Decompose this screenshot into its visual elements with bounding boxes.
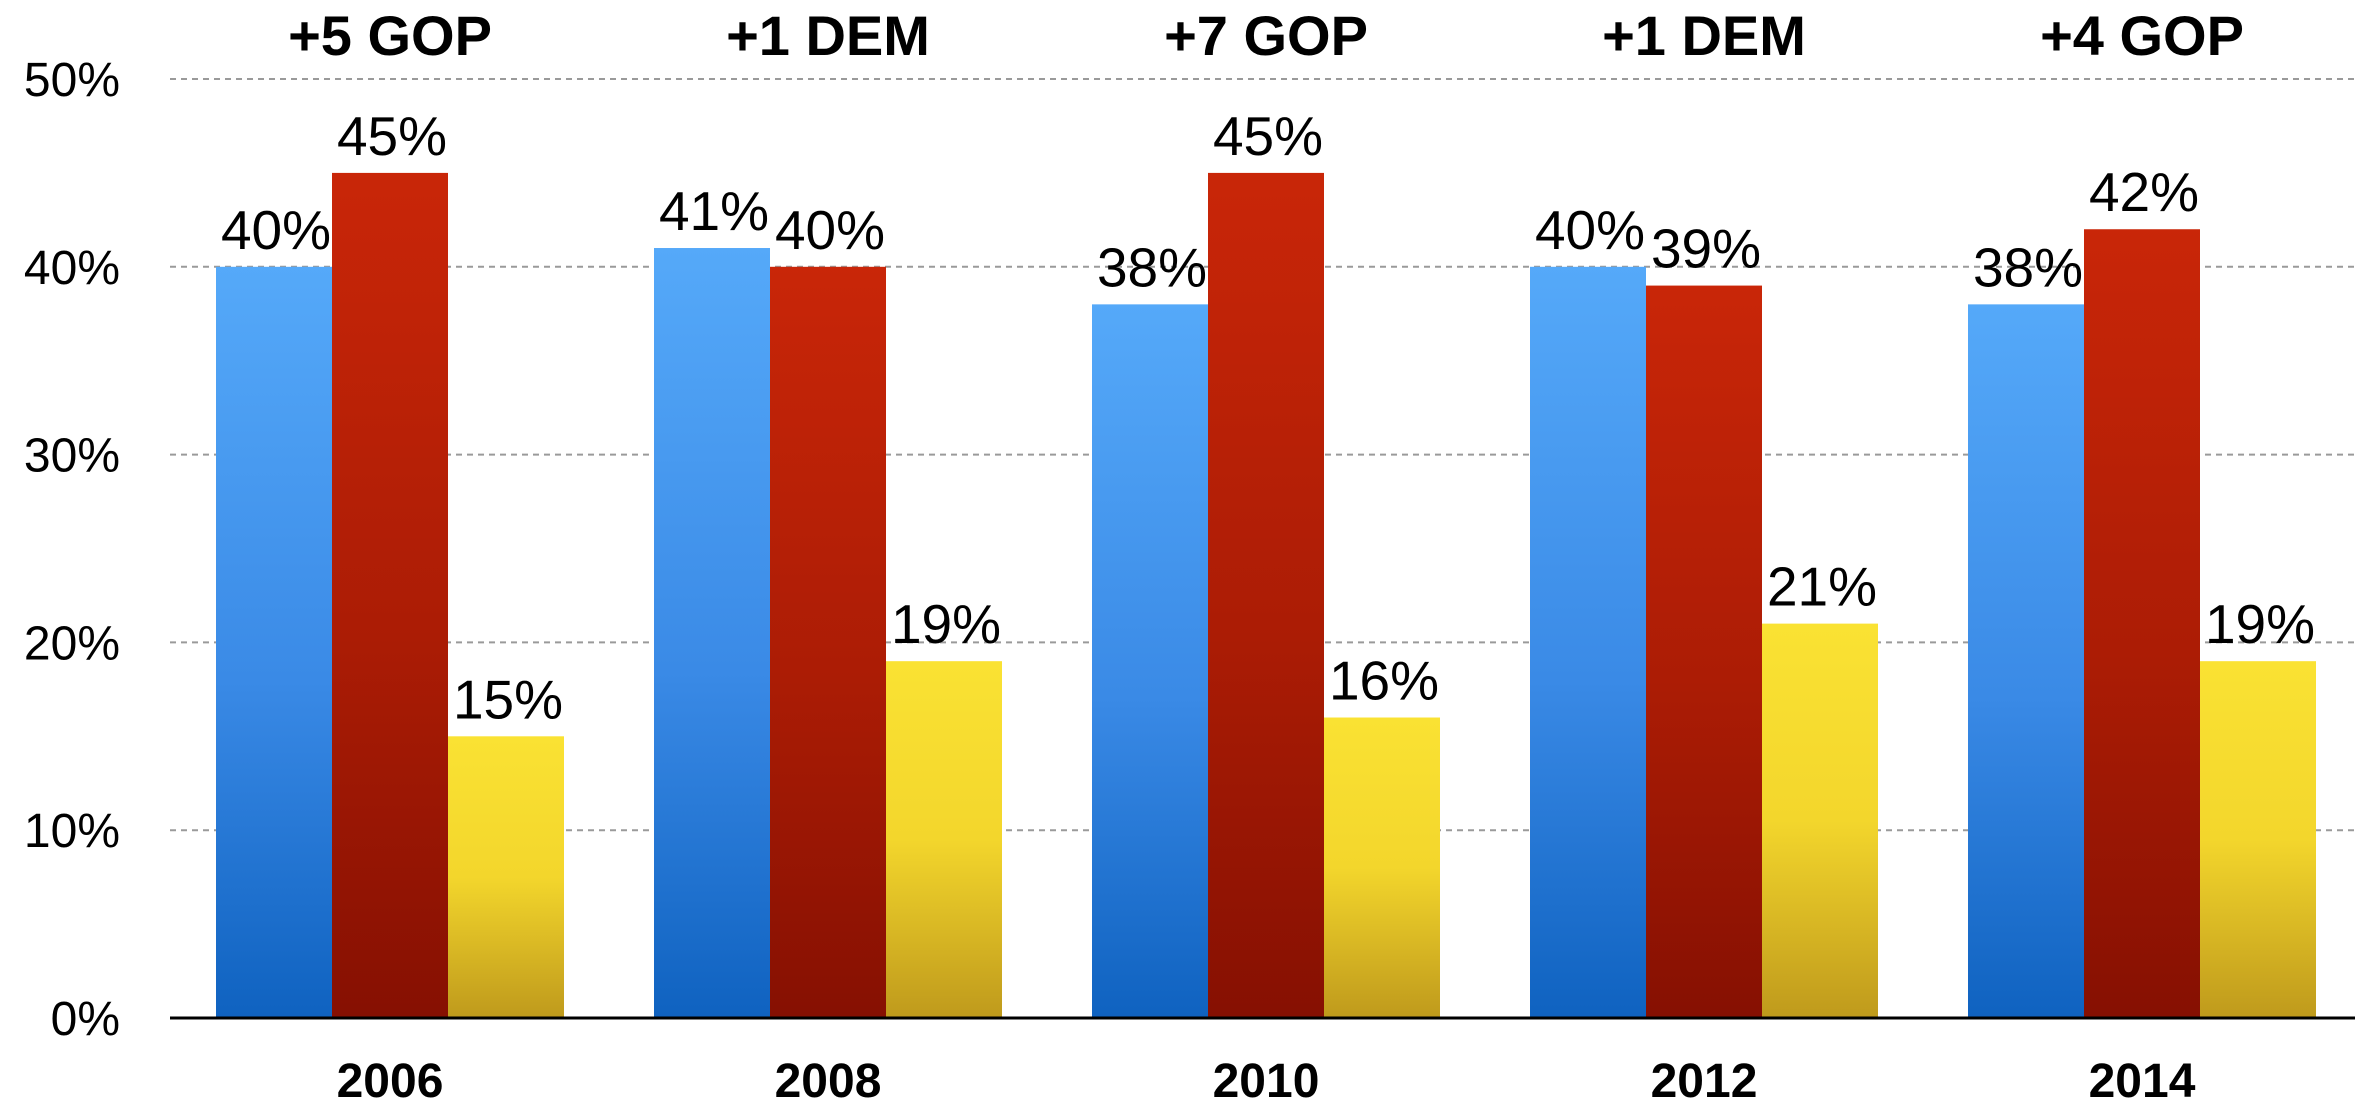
bar-blue-2012 xyxy=(1530,266,1646,1018)
data-label-blue-2008: 41% xyxy=(659,180,769,242)
data-label-yellow-2008: 19% xyxy=(891,593,1001,655)
bar-yellow-2014 xyxy=(2200,661,2316,1018)
data-label-yellow-2010: 16% xyxy=(1329,650,1439,712)
bar-yellow-2008 xyxy=(886,661,1002,1018)
bar-red-2008 xyxy=(770,266,886,1018)
y-axis-ticks: 0% 10% 20% 30% 40% 50% xyxy=(24,54,120,1046)
bar-yellow-2010 xyxy=(1324,717,1440,1018)
margin-label: +1 DEM xyxy=(1602,4,1806,67)
bar-yellow-2012 xyxy=(1762,623,1878,1018)
bar-yellow-2006 xyxy=(448,736,564,1018)
bar-red-2014 xyxy=(2084,229,2200,1019)
bar-blue-2014 xyxy=(1968,304,2084,1018)
data-labels: 40%45%15%41% 40%19%38%45%16%40% 39%21%38%4… xyxy=(221,105,2315,730)
x-category-label: 2006 xyxy=(337,1055,444,1104)
margin-label: +4 GOP xyxy=(2040,4,2244,67)
y-tick-label: 0% xyxy=(51,993,120,1046)
data-label-red-2008: 40% xyxy=(775,199,885,261)
y-tick-label: 20% xyxy=(24,617,120,670)
y-tick-label: 10% xyxy=(24,805,120,858)
x-category-label: 2008 xyxy=(775,1055,882,1104)
margin-labels: +5 GOP +1 DEM +7 GOP +1 DEM +4 GOP xyxy=(288,4,2244,67)
data-label-yellow-2012: 21% xyxy=(1767,556,1877,618)
data-label-blue-2010: 38% xyxy=(1097,236,1207,298)
bar-red-2012 xyxy=(1646,285,1762,1019)
y-tick-label: 50% xyxy=(24,54,120,107)
data-label-red-2012: 39% xyxy=(1651,218,1761,280)
data-label-red-2014: 42% xyxy=(2089,161,2199,223)
data-label-blue-2006: 40% xyxy=(221,199,331,261)
bar-red-2010 xyxy=(1208,172,1324,1018)
x-category-label: 2014 xyxy=(2089,1055,2196,1104)
data-label-yellow-2006: 15% xyxy=(453,668,563,730)
margin-label: +5 GOP xyxy=(288,4,492,67)
y-tick-label: 30% xyxy=(24,430,120,483)
margin-label: +7 GOP xyxy=(1164,4,1368,67)
data-label-red-2010: 45% xyxy=(1213,105,1323,167)
bars xyxy=(216,172,2316,1019)
x-category-label: 2010 xyxy=(1213,1055,1320,1104)
data-label-blue-2014: 38% xyxy=(1973,236,2083,298)
x-axis-categories: 2006 2008 2010 2012 2014 xyxy=(337,1055,2196,1104)
bar-blue-2010 xyxy=(1092,304,1208,1018)
bar-red-2006 xyxy=(332,172,448,1018)
data-label-red-2006: 45% xyxy=(337,105,447,167)
data-label-blue-2012: 40% xyxy=(1535,199,1645,261)
margin-label: +1 DEM xyxy=(726,4,930,67)
x-category-label: 2012 xyxy=(1651,1055,1758,1104)
bar-blue-2006 xyxy=(216,266,332,1018)
bar-blue-2008 xyxy=(654,248,770,1018)
data-label-yellow-2014: 19% xyxy=(2205,593,2315,655)
y-tick-label: 40% xyxy=(24,242,120,295)
